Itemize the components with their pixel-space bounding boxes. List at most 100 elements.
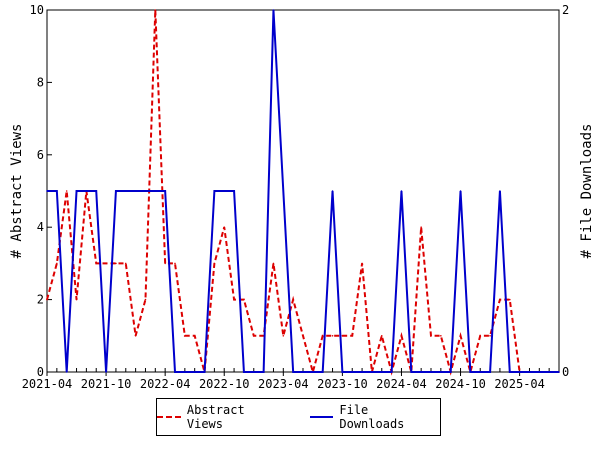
data-point bbox=[390, 371, 393, 373]
data-point bbox=[124, 262, 127, 265]
axes: 0 2 4 6 8 10 0 2 2021-04 2021-10 2022-04 2022-10 202… bbox=[22, 3, 570, 391]
data-point bbox=[430, 335, 432, 337]
data-point bbox=[262, 371, 265, 373]
data-point bbox=[85, 190, 88, 192]
data-point bbox=[272, 9, 275, 11]
x-tick-label: 2025-04 bbox=[494, 377, 545, 391]
data-point bbox=[75, 298, 78, 301]
data-point bbox=[252, 335, 255, 337]
data-point bbox=[420, 226, 422, 228]
x-tick-label: 2022-04 bbox=[140, 377, 191, 391]
data-point bbox=[312, 371, 314, 373]
data-point bbox=[95, 262, 98, 265]
data-point bbox=[164, 190, 166, 192]
data-point bbox=[233, 298, 235, 301]
data-point bbox=[558, 371, 560, 373]
data-point bbox=[292, 371, 294, 373]
data-point bbox=[499, 190, 501, 192]
data-point bbox=[331, 190, 334, 192]
data-point bbox=[459, 190, 462, 192]
data-point bbox=[440, 371, 442, 373]
y-axis-label: # Abstract Views bbox=[9, 124, 25, 259]
legend-swatch-solid-blue bbox=[309, 416, 334, 418]
data-point bbox=[75, 190, 78, 192]
data-point bbox=[213, 190, 216, 192]
data-point bbox=[400, 190, 403, 192]
data-point bbox=[95, 190, 98, 192]
data-point bbox=[469, 371, 472, 373]
data-point bbox=[223, 190, 226, 192]
data-point bbox=[282, 335, 285, 337]
data-point bbox=[105, 371, 107, 373]
data-point bbox=[115, 190, 117, 192]
data-point bbox=[321, 335, 324, 337]
data-point bbox=[252, 371, 255, 373]
y-tick-label: 0 bbox=[37, 365, 44, 379]
data-point bbox=[351, 371, 354, 373]
legend-swatch-dashed-red bbox=[157, 416, 181, 418]
y2-axis-label: # File Downloads bbox=[579, 124, 595, 259]
data-point bbox=[479, 335, 482, 337]
data-point bbox=[65, 190, 68, 192]
data-point bbox=[548, 371, 550, 373]
x-tick-label: 2021-10 bbox=[81, 377, 132, 391]
data-point bbox=[193, 335, 196, 337]
data-point bbox=[184, 371, 186, 373]
data-point bbox=[499, 298, 501, 301]
legend-label: Abstract Views bbox=[186, 403, 245, 431]
data-point bbox=[115, 262, 117, 265]
legend-label: File Downloads bbox=[339, 403, 405, 431]
data-point bbox=[105, 262, 107, 265]
data-point bbox=[184, 335, 186, 337]
y-tick-label: 8 bbox=[37, 75, 44, 89]
x-tick-label: 2024-10 bbox=[435, 377, 486, 391]
data-point bbox=[46, 298, 48, 301]
data-point bbox=[331, 335, 334, 337]
data-point bbox=[420, 371, 422, 373]
data-point bbox=[174, 371, 176, 373]
data-point bbox=[164, 262, 166, 265]
series-group bbox=[46, 9, 560, 376]
x-tick-label: 2023-04 bbox=[258, 377, 309, 391]
data-point bbox=[361, 262, 363, 265]
data-point bbox=[459, 335, 462, 337]
y-tick-label: 10 bbox=[30, 3, 44, 17]
data-point bbox=[174, 262, 176, 265]
legend: Abstract Views File Downloads bbox=[156, 398, 441, 436]
data-point bbox=[46, 190, 48, 192]
data-point bbox=[380, 335, 383, 337]
legend-item-abstract-views: Abstract Views bbox=[157, 403, 288, 431]
data-point bbox=[233, 190, 235, 192]
data-point bbox=[193, 371, 196, 373]
x-tick-label: 2024-04 bbox=[376, 377, 427, 391]
data-point bbox=[380, 371, 383, 373]
data-point bbox=[223, 226, 226, 228]
data-point bbox=[56, 190, 58, 192]
data-point bbox=[144, 190, 147, 192]
data-point bbox=[361, 371, 363, 373]
x-tick-label: 2022-10 bbox=[199, 377, 250, 391]
data-point bbox=[154, 9, 157, 11]
data-point bbox=[213, 262, 216, 265]
data-point bbox=[528, 371, 531, 373]
data-point bbox=[430, 371, 432, 373]
data-point bbox=[56, 262, 58, 265]
y-tick-label: 2 bbox=[37, 293, 44, 307]
data-point bbox=[154, 190, 157, 192]
data-point bbox=[321, 371, 324, 373]
data-point bbox=[538, 371, 541, 373]
data-point bbox=[518, 371, 521, 373]
data-point bbox=[400, 335, 403, 337]
legend-item-file-downloads: File Downloads bbox=[309, 403, 441, 431]
data-point bbox=[124, 190, 127, 192]
data-point bbox=[203, 371, 206, 373]
y-tick-label: 6 bbox=[37, 148, 44, 162]
data-point bbox=[243, 298, 245, 301]
data-point bbox=[410, 371, 413, 373]
series-line-file-downloads bbox=[47, 9, 559, 373]
y2-tick-label: 2 bbox=[562, 3, 569, 17]
data-point bbox=[292, 298, 294, 301]
y2-tick-label: 0 bbox=[562, 365, 569, 379]
data-point bbox=[371, 371, 373, 373]
